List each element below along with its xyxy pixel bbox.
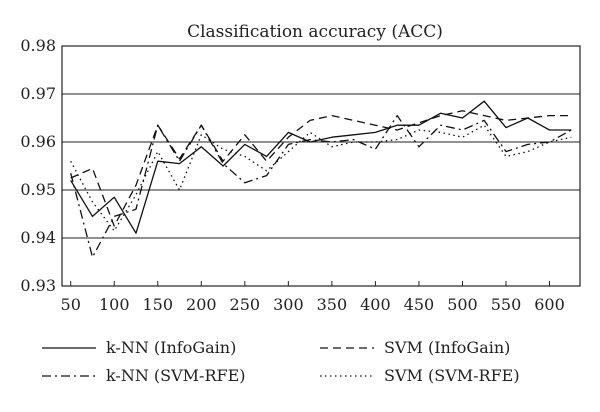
axis-layer: 0.93 0.94 0.95 0.96 0.97 0.98 50 100 150 200 250 30… <box>20 36 564 314</box>
x-tick-label: 550 <box>491 295 522 314</box>
chart-title: Classification accuracy (ACC) <box>187 22 443 42</box>
x-tick-label: 500 <box>447 295 478 314</box>
legend-label: k-NN (SVM-RFE) <box>106 366 246 385</box>
x-tick-label: 300 <box>273 295 304 314</box>
legend-item: k-NN (InfoGain) <box>42 338 236 357</box>
y-tick-label: 0.96 <box>20 132 56 151</box>
legend-label: k-NN (InfoGain) <box>106 338 236 357</box>
series-line-svm-svm-rfe <box>70 124 572 232</box>
series-line-svm-infogain <box>70 110 572 227</box>
y-tick-label: 0.94 <box>20 228 56 247</box>
legend-item: SVM (InfoGain) <box>320 338 510 357</box>
x-tick-label: 450 <box>404 295 435 314</box>
series-layer <box>70 100 572 258</box>
y-tick-label: 0.97 <box>20 84 56 103</box>
x-tick-label: 200 <box>186 295 217 314</box>
y-tick-label: 0.98 <box>20 36 56 55</box>
series-line-k-nn-infogain <box>70 100 572 234</box>
legend: k-NN (InfoGain) SVM (InfoGain) k-NN (SVM-R… <box>42 338 520 385</box>
x-tick-label: 350 <box>317 295 348 314</box>
x-tick-label: 600 <box>534 295 565 314</box>
legend-item: SVM (SVM-RFE) <box>320 366 520 385</box>
x-tick-label: 100 <box>99 295 130 314</box>
x-tick-label: 150 <box>142 295 173 314</box>
legend-label: SVM (SVM-RFE) <box>384 366 520 385</box>
grid-layer <box>62 45 580 287</box>
legend-label: SVM (InfoGain) <box>384 338 510 357</box>
y-tick-label: 0.95 <box>20 180 56 199</box>
legend-item: k-NN (SVM-RFE) <box>42 366 246 385</box>
y-tick-label: 0.93 <box>20 276 56 295</box>
x-tick-label: 50 <box>61 295 81 314</box>
series-line-k-nn-svm-rfe <box>70 114 572 258</box>
x-tick-label: 400 <box>360 295 391 314</box>
plot-frame <box>61 45 581 287</box>
x-tick-label: 250 <box>230 295 261 314</box>
